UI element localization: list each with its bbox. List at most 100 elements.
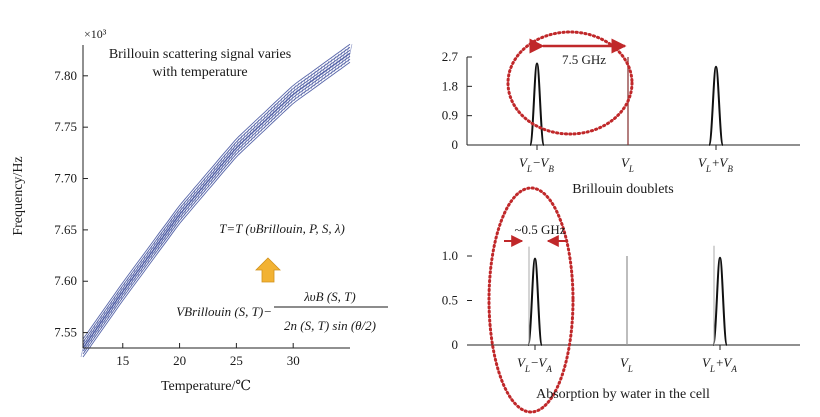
left-y-tick-label: 7.70: [54, 171, 77, 186]
peak-x-label: VL: [621, 155, 635, 174]
band-hatch: [250, 122, 256, 141]
peak-y-tick-label: 0: [452, 137, 459, 152]
band-hatch: [317, 65, 323, 85]
chart-title-line1: Brillouin scattering signal varies: [109, 47, 291, 62]
left-y-tick-label: 7.60: [54, 273, 77, 288]
band-hatch: [321, 63, 326, 82]
band-hatch: [210, 165, 216, 185]
band-hatch: [100, 310, 106, 329]
annotation-0-5-ghz: ~0.5 GHz: [514, 222, 565, 237]
band-hatch: [150, 241, 156, 260]
band-hatch: [160, 227, 166, 246]
band-hatch: [104, 305, 109, 324]
y-exponent-label: ×10³: [84, 27, 107, 41]
band-hatch: [310, 70, 316, 89]
band-hatch: [270, 103, 276, 123]
band-hatch: [244, 129, 249, 148]
bottom-y-ticks: 0 0.5 1.0: [442, 248, 472, 352]
band-hatch: [214, 162, 219, 181]
band-hatch: [197, 181, 203, 200]
band-hatch: [114, 291, 119, 310]
band-hatch: [157, 232, 163, 251]
band-hatch: [254, 119, 259, 138]
annotation-7-5-ghz: 7.5 GHz: [562, 52, 606, 67]
left-x-tick-label: 25: [230, 353, 243, 368]
band-hatch: [87, 329, 92, 348]
band-hatch: [341, 48, 346, 68]
peak-y-tick-label: 1.0: [442, 248, 458, 263]
frequency-series-line: [82, 43, 351, 340]
band-hatch: [290, 85, 296, 104]
left-x-ticks: 15 20 25 30: [116, 343, 300, 368]
band-hatch: [97, 315, 102, 334]
band-hatch: [247, 125, 253, 145]
left-y-tick-label: 7.65: [54, 222, 77, 237]
band-hatch: [144, 250, 149, 269]
band-hatch: [127, 273, 133, 292]
band-hatch: [260, 113, 266, 132]
band-hatch: [187, 193, 193, 212]
band-hatch: [327, 58, 333, 77]
peak-y-tick-label: 0.9: [442, 108, 458, 123]
formula-t: T=T (υBrillouin, P, S, λ): [219, 221, 345, 236]
x-axis-label: Temperature/℃: [161, 379, 251, 394]
chart-title-line2: with temperature: [152, 65, 247, 80]
band-hatch: [267, 107, 273, 126]
band-hatch: [297, 80, 303, 99]
band-hatch: [227, 146, 233, 165]
peak-curve: [708, 65, 724, 146]
band-hatch: [334, 53, 339, 72]
left-y-tick-label: 7.80: [54, 68, 77, 83]
band-hatch: [134, 263, 139, 283]
band-hatch: [264, 110, 269, 129]
band-hatch: [124, 277, 129, 296]
bottom-right-chart: 0 0.5 1.0 VL −VA VL VL +VA ~0.5 GHz Absorp…: [442, 186, 800, 414]
band-hatch: [284, 91, 289, 110]
band-hatch: [164, 223, 169, 242]
formula-v-lhs: VBrillouin (S, T)−: [176, 304, 272, 319]
up-arrow-icon: [255, 257, 281, 283]
bottom-peaks: [527, 245, 728, 350]
caption-absorption: Absorption by water in the cell: [536, 387, 710, 402]
band-hatch: [190, 189, 196, 208]
band-hatch: [184, 197, 189, 216]
formula-v-denominator: 2n (S, T) sin (θ/2): [284, 318, 376, 333]
band-hatch: [234, 138, 239, 157]
band-hatch: [277, 97, 283, 116]
band-hatch: [110, 296, 116, 315]
peak-x-label: VL +VA: [702, 355, 738, 374]
band-hatch: [230, 142, 236, 161]
band-hatch: [344, 46, 349, 65]
left-chart: 7.55 7.60 7.65 7.70 7.75 7.80 15 20 25 30 ×10³ B…: [11, 27, 388, 394]
band-hatch: [294, 82, 299, 101]
band-hatch: [331, 56, 336, 75]
peak-y-tick-label: 2.7: [442, 49, 459, 64]
left-y-tick-label: 7.55: [54, 325, 77, 340]
band-hatch: [167, 218, 173, 237]
band-hatch: [314, 68, 319, 87]
band-hatch: [94, 319, 99, 339]
band-hatch: [137, 259, 143, 278]
highlight-circle-top: [506, 30, 634, 136]
band-hatch: [170, 214, 176, 233]
band-hatch: [140, 254, 146, 274]
peak-curve: [712, 256, 728, 346]
band-hatch: [194, 185, 199, 204]
peak-y-tick-label: 1.8: [442, 78, 458, 93]
top-right-chart: 0 0.9 1.8 2.7 VL −VB VL VL +VB 7.5 GHz Bril…: [442, 30, 800, 197]
band-hatch: [200, 177, 206, 196]
band-hatch: [130, 268, 136, 287]
band-hatch: [257, 116, 263, 135]
peak-curve: [527, 257, 543, 346]
band-hatch: [90, 324, 96, 343]
band-hatch: [300, 77, 306, 97]
frequency-series-line: [82, 58, 351, 355]
left-x-tick-label: 30: [287, 353, 300, 368]
left-y-tick-label: 7.75: [54, 119, 77, 134]
band-hatch: [240, 132, 246, 151]
band-hatch: [147, 245, 153, 264]
band-hatch: [177, 205, 183, 224]
band-hatch: [84, 334, 89, 353]
band-hatch: [324, 61, 329, 80]
